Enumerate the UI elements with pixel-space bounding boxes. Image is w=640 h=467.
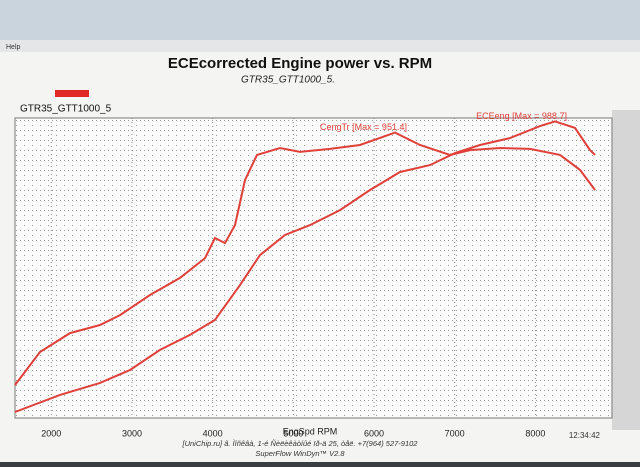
legend-label: GTR35_GTT1000_5 (20, 104, 112, 115)
footer-line: [UniChip.ru] ã. Ìîñêâà, 1-é Ñèëèêàòíûé ï… (182, 439, 419, 448)
x-tick-label: 6000 (364, 428, 384, 438)
x-tick-label: 2000 (41, 428, 61, 438)
x-tick-label: 8000 (525, 428, 545, 438)
x-tick-label: 3000 (122, 428, 142, 438)
menu-bar (0, 40, 640, 52)
legend-swatch (55, 90, 89, 97)
x-tick-label: 7000 (445, 428, 465, 438)
x-tick-label: 5000 (283, 428, 303, 438)
chart-title: ECEcorrected Engine power vs. RPM (168, 55, 432, 72)
side-panel (612, 110, 640, 430)
x-axis-label: EngSpd RPM (283, 426, 338, 436)
grid-pattern (15, 118, 612, 418)
line-series (14, 131, 596, 386)
footer-line: SuperFlow WinDyn™ V2.8 (255, 449, 345, 458)
x-tick-label: 4000 (203, 428, 223, 438)
line-series (14, 120, 596, 413)
chart-subtitle: GTR35_GTT1000_5. (241, 75, 335, 86)
menu-item[interactable]: Help (6, 44, 21, 51)
annotation: CengTr [Max = 951.4] (320, 122, 407, 132)
annotation: ECEeng [Max = 988.7] (476, 111, 567, 121)
clock: 12:34:42 (569, 431, 601, 440)
